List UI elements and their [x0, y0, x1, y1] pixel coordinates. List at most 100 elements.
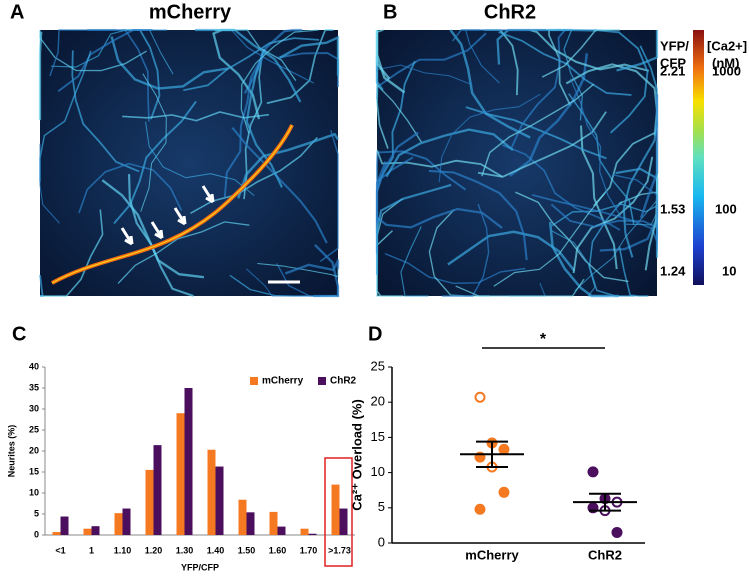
neurite — [428, 169, 528, 261]
x-tick-label: 1.30 — [176, 545, 194, 555]
y-tick-label: 30 — [29, 403, 39, 413]
colorbar-label: 100 — [715, 201, 737, 216]
neurite — [223, 55, 264, 198]
bar — [91, 526, 100, 535]
neurite — [579, 125, 618, 270]
neurite — [231, 127, 328, 244]
neurite — [622, 121, 659, 258]
neurite — [110, 36, 229, 90]
neurite — [639, 94, 659, 219]
neurite — [117, 221, 250, 284]
colorbar-title: (nM) — [712, 55, 739, 70]
neurite — [555, 29, 583, 121]
neurite — [501, 144, 621, 231]
neurite — [38, 31, 43, 121]
neurite — [40, 209, 104, 297]
error-bar — [476, 440, 508, 468]
bar — [145, 469, 154, 535]
neurite — [140, 73, 167, 212]
bar — [300, 528, 309, 535]
colorbar — [693, 30, 704, 285]
x-tick-label: ChR2 — [588, 547, 622, 562]
image-b — [375, 28, 659, 298]
neurite — [257, 262, 339, 278]
y-tick-label: 25 — [29, 424, 39, 434]
y-tick-label: 40 — [29, 361, 39, 371]
bar — [60, 516, 69, 535]
highlight-box — [324, 457, 353, 567]
neurite — [384, 252, 526, 285]
neurite — [78, 162, 183, 214]
colorbar-label: 1.24 — [660, 263, 686, 278]
x-tick-label: mCherry — [465, 547, 519, 562]
neurite — [481, 83, 595, 177]
bar — [339, 508, 348, 535]
y-tick-label: 0 — [378, 534, 385, 549]
bar — [52, 532, 61, 535]
panel-title: mCherry — [149, 1, 232, 23]
neurite — [493, 193, 605, 287]
neurite — [441, 203, 490, 297]
y-tick-label: 5 — [378, 499, 385, 514]
x-tick-label: >1.73 — [328, 545, 351, 555]
panel-label: A — [10, 1, 24, 23]
colorbar-title: YFP/ — [660, 38, 689, 53]
bar — [207, 449, 216, 535]
data-point — [611, 526, 623, 538]
data-point — [474, 503, 486, 515]
x-tick-label: <1 — [55, 545, 65, 555]
neurite — [237, 132, 340, 199]
arrow — [173, 207, 187, 226]
neurite — [376, 150, 467, 191]
panel-title: ChR2 — [484, 1, 536, 23]
neurite — [375, 30, 391, 80]
error-bar — [589, 492, 621, 512]
panel-label: B — [383, 1, 397, 23]
neurite — [39, 30, 147, 72]
neurite — [49, 29, 117, 77]
colorbar-label: 2.21 — [660, 63, 685, 78]
colorbar-label: 1.53 — [660, 201, 685, 216]
neurite — [113, 100, 197, 225]
bar — [83, 528, 92, 535]
neurite — [612, 173, 658, 251]
neurite — [510, 29, 566, 148]
data-point — [498, 443, 510, 455]
neurite — [122, 111, 270, 122]
neurite — [375, 183, 452, 275]
colorbar-label: 1000 — [712, 63, 741, 78]
arrow — [120, 227, 134, 246]
x-tick-label: 1.40 — [207, 545, 225, 555]
x-tick-label: 1.20 — [145, 545, 163, 555]
neurite — [572, 156, 654, 274]
neurite — [101, 179, 205, 279]
neurite — [530, 29, 650, 72]
y-tick-label: 10 — [371, 464, 385, 479]
panel-label: C — [12, 323, 26, 345]
neurite — [594, 29, 649, 134]
bar — [215, 466, 224, 535]
neurite — [246, 268, 321, 297]
neurite — [183, 37, 320, 92]
neurite — [449, 29, 531, 139]
y-tick-label: 10 — [29, 487, 39, 497]
significance-label: * — [540, 331, 547, 348]
neurite — [319, 129, 339, 262]
colorbar-label: 10 — [722, 263, 736, 278]
neurite — [245, 48, 283, 188]
neurite — [541, 29, 620, 78]
neurite — [195, 28, 302, 103]
bar — [238, 499, 247, 535]
x-tick-label: 1 — [89, 545, 94, 555]
neurite — [240, 29, 319, 134]
bar — [114, 513, 123, 535]
bar — [246, 512, 255, 535]
data-point — [587, 466, 599, 478]
legend-label: mCherry — [262, 376, 304, 387]
neurite — [39, 143, 60, 224]
arrow — [150, 221, 164, 240]
legend-swatch — [318, 377, 326, 385]
bar — [269, 511, 278, 535]
neurite — [569, 78, 622, 217]
y-tick-label: 20 — [29, 445, 39, 455]
